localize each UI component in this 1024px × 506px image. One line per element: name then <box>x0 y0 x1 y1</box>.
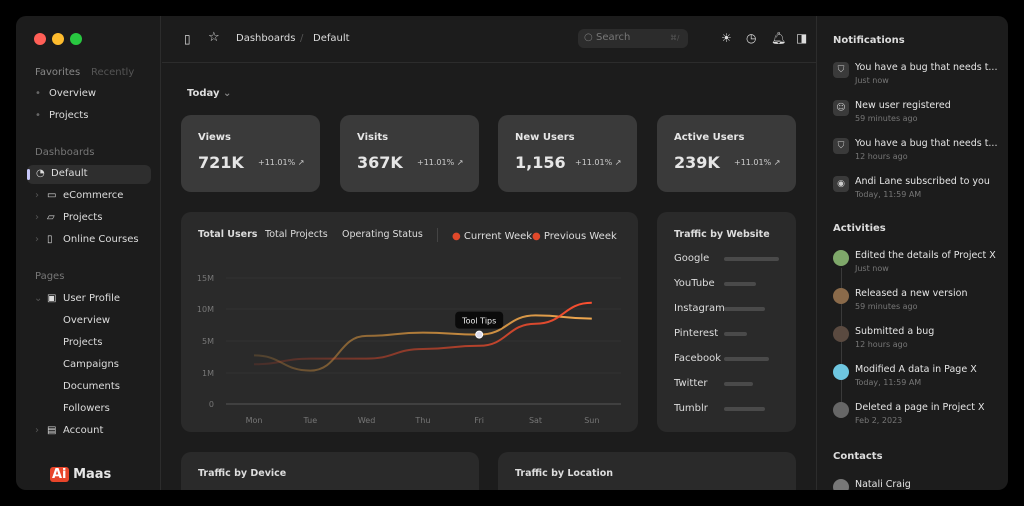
breadcrumb-dashboards[interactable]: Dashboards <box>236 33 296 44</box>
panel-toggle-icon[interactable]: ◨ <box>796 31 808 45</box>
y-tick-label: 0 <box>209 400 214 409</box>
traffic-bar <box>724 282 756 286</box>
sidebar-item-default[interactable]: ◔ Default <box>27 165 151 184</box>
tooltip <box>455 311 504 329</box>
traffic-website-title: Traffic by Website <box>674 229 770 240</box>
sidebar-item-projects[interactable]: Projects <box>63 212 103 223</box>
shopping-bag-icon: ▭ <box>47 190 57 201</box>
y-tick-label: 15M <box>197 274 214 283</box>
favorite-projects[interactable]: Projects <box>49 110 89 121</box>
x-tick-label: Tue <box>302 416 317 425</box>
x-tick-label: Wed <box>358 416 375 425</box>
y-tick-label: 1M <box>202 369 214 378</box>
sidebar-subitem[interactable]: Overview <box>63 315 111 326</box>
series-line-previous-week <box>253 301 592 366</box>
sidebar-item-online-courses[interactable]: Online Courses <box>63 234 139 245</box>
traffic-bar <box>724 307 765 311</box>
y-tick-label: 10M <box>197 305 214 314</box>
theme-sun-icon[interactable]: ☀ <box>721 31 732 45</box>
x-tick-label: Mon <box>246 416 263 425</box>
logo: Ai Maas <box>50 467 112 482</box>
stat-card-views: Views 721K +11.01% ↗ <box>181 115 320 192</box>
avatar <box>833 288 849 304</box>
broadcast-icon: ◉ <box>833 176 849 192</box>
sidebar-toggle-icon[interactable]: ▯ <box>184 32 191 46</box>
y-tick-label: 5M <box>202 337 214 346</box>
stat-card-visits: Visits 367K +11.01% ↗ <box>340 115 479 192</box>
series-line-current-week <box>253 314 592 372</box>
x-tick-label: Sun <box>584 416 599 425</box>
stat-card-active-users: Active Users 239K +11.01% ↗ <box>657 115 796 192</box>
book-icon: ▯ <box>47 234 53 245</box>
favorite-overview[interactable]: Overview <box>49 88 97 99</box>
traffic-bar <box>724 382 753 386</box>
account-card-icon: ▤ <box>47 425 57 436</box>
app-window: Favorites Recently • Overview • Projects… <box>16 16 1008 490</box>
folder-icon: ▱ <box>47 212 55 223</box>
breadcrumb-default: Default <box>313 33 350 44</box>
traffic-bar <box>724 332 748 336</box>
tab-total-projects[interactable]: Total Projects <box>265 229 328 240</box>
contacts-title: Contacts <box>833 451 883 462</box>
tab-operating-status[interactable]: Operating Status <box>342 229 423 240</box>
stat-card-new-users: New Users 1,156 +11.01% ↗ <box>498 115 637 192</box>
legend-current-week: ● Current Week <box>452 231 533 242</box>
traffic-bar <box>724 257 780 261</box>
avatar <box>833 364 849 380</box>
id-badge-icon: ▣ <box>47 293 57 304</box>
traffic-by-website-panel: Traffic by Website Google YouTube Instagra… <box>657 212 796 432</box>
sidebar-subitem[interactable]: Documents <box>63 381 121 392</box>
avatar <box>833 326 849 342</box>
top-bar: ▯ ☆ Dashboards / Default ○ Search ⌘/ ☀ ◷… <box>162 16 816 63</box>
star-icon[interactable]: ☆ <box>208 30 220 45</box>
main-content: ▯ ☆ Dashboards / Default ○ Search ⌘/ ☀ ◷… <box>162 16 816 490</box>
bug-icon: ⛉ <box>833 138 849 154</box>
sidebar-subitem[interactable]: Campaigns <box>63 359 120 370</box>
dashboards-heading: Dashboards <box>35 147 95 158</box>
tab-recently[interactable]: Recently <box>91 67 135 78</box>
notifications-title: Notifications <box>833 35 905 46</box>
tab-favorites[interactable]: Favorites <box>35 67 81 78</box>
traffic-by-device-panel: Traffic by Device <box>181 452 479 490</box>
history-icon[interactable]: ◷ <box>746 31 757 45</box>
sidebar-item-user-profile[interactable]: User Profile <box>63 293 121 304</box>
bell-icon[interactable]: 🔔︎ <box>771 31 787 45</box>
line-chart: 0 1M 5M 10M 15M Mon Tue Wed Thu Fri Sat Sun Tool Tip… <box>197 274 621 425</box>
traffic-by-location-panel: Traffic by Location <box>498 452 796 490</box>
x-tick-label: Sat <box>529 416 542 425</box>
tooltip-text: Tool Tips <box>461 317 496 326</box>
x-tick-label: Fri <box>474 416 484 425</box>
period-dropdown[interactable]: Today ⌄ <box>187 88 232 99</box>
search-icon: ○ <box>584 32 593 43</box>
avatar <box>833 250 849 266</box>
user-icon: ☺ <box>833 100 849 116</box>
pie-chart-icon: ◔ <box>36 168 45 179</box>
tab-total-users[interactable]: Total Users <box>198 229 258 240</box>
sidebar: Favorites Recently • Overview • Projects… <box>16 16 161 490</box>
x-tick-label: Thu <box>414 416 430 425</box>
search-input[interactable]: ○ Search ⌘/ <box>578 29 688 48</box>
sidebar-item-ecommerce[interactable]: eCommerce <box>63 190 124 201</box>
sidebar-item-account[interactable]: Account <box>63 425 104 436</box>
sidebar-subitem[interactable]: Projects <box>63 337 103 348</box>
right-panel: Notifications ⛉ You have a bug that needs… <box>816 16 1008 490</box>
avatar <box>833 402 849 418</box>
sidebar-subitem[interactable]: Followers <box>63 403 110 414</box>
traffic-bar <box>724 407 765 411</box>
pages-heading: Pages <box>35 271 65 282</box>
minimize-window-button[interactable] <box>52 33 64 45</box>
legend-previous-week: ● Previous Week <box>532 231 617 242</box>
activities-title: Activities <box>833 223 886 234</box>
close-window-button[interactable] <box>34 33 46 45</box>
bug-icon: ⛉ <box>833 62 849 78</box>
maximize-window-button[interactable] <box>70 33 82 45</box>
tooltip-point[interactable] <box>475 330 484 339</box>
traffic-bar <box>724 357 770 361</box>
total-users-chart-panel: Total Users Total Projects Operating Sta… <box>181 212 638 432</box>
